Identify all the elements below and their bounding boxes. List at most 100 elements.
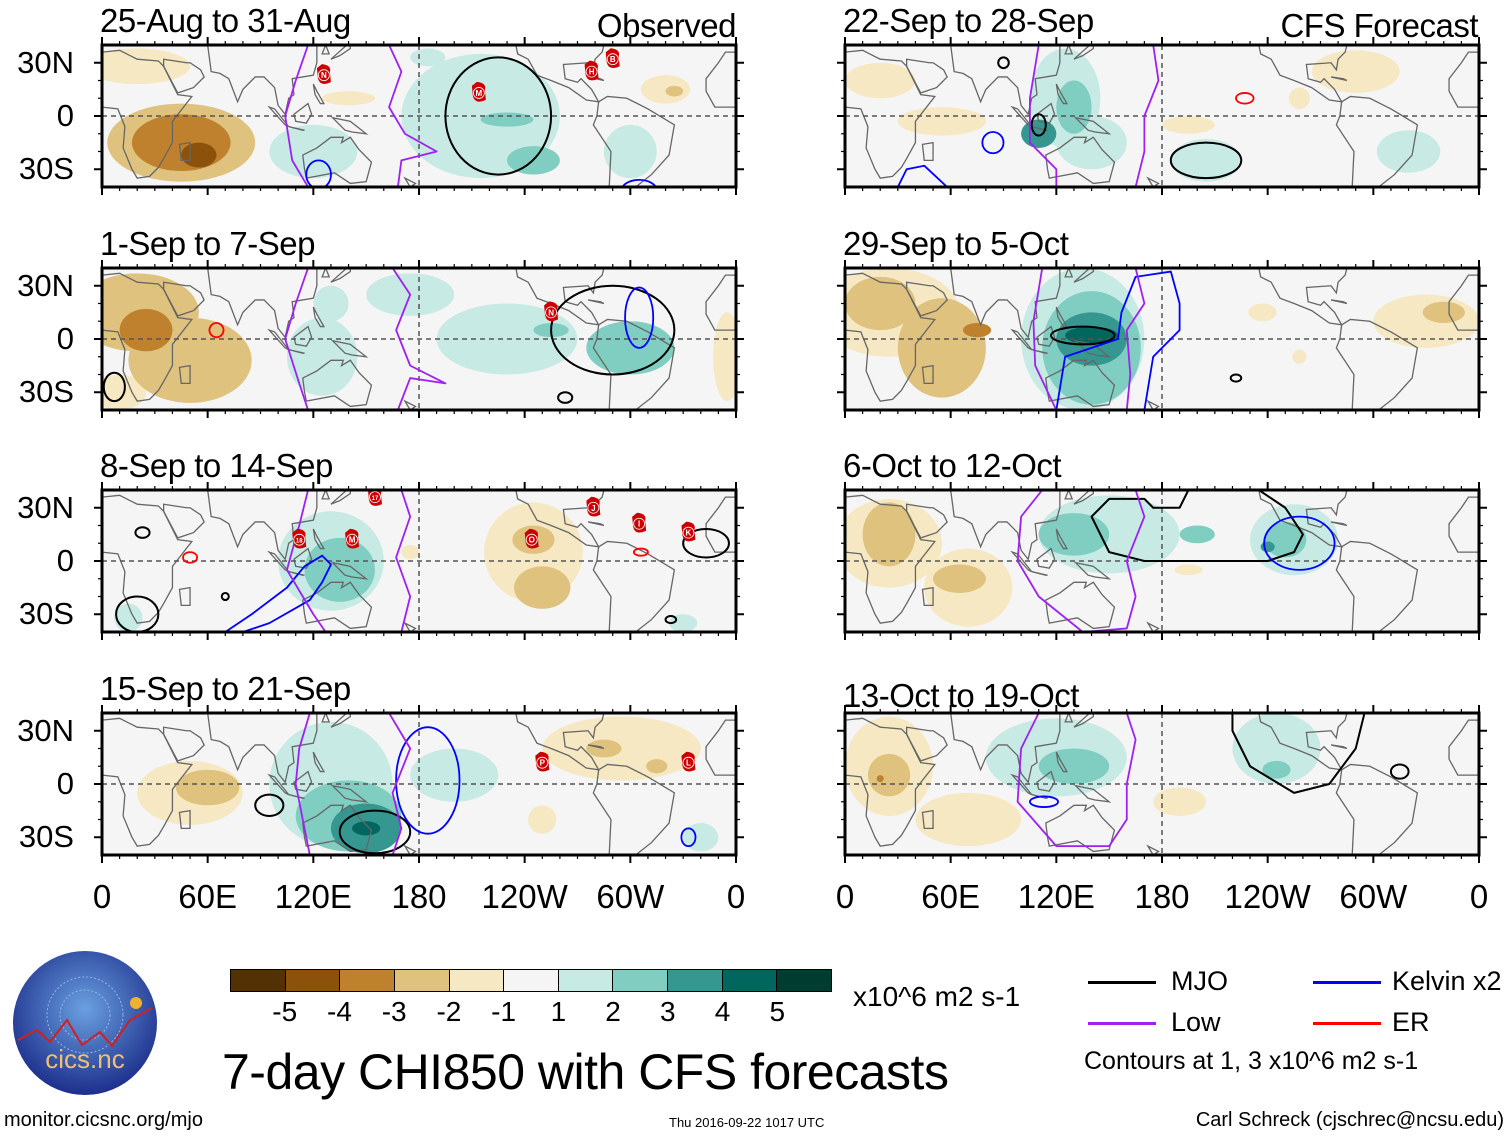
coastline — [288, 126, 305, 131]
kelvin-contour — [1029, 795, 1059, 808]
low-contour — [391, 268, 447, 410]
storm-label: M — [349, 536, 356, 545]
coastline — [1036, 325, 1056, 347]
coastline — [1064, 490, 1074, 500]
low-contour — [286, 490, 327, 632]
anomaly-region — [410, 48, 446, 67]
colorbar-tick-label: -1 — [491, 996, 517, 1027]
anomaly-region — [665, 85, 684, 97]
coastline — [312, 83, 326, 105]
anomaly-region — [313, 285, 349, 322]
panel-title: 22-Sep to 28-Sep — [843, 2, 1094, 39]
anomaly-region — [1179, 525, 1215, 544]
anomaly-region — [1153, 787, 1207, 816]
anomaly-region — [401, 545, 420, 560]
lon-label: 180 — [1134, 878, 1190, 915]
coastline — [302, 804, 373, 853]
coastline — [950, 268, 1061, 339]
coastline — [1335, 763, 1419, 855]
coastline — [705, 274, 736, 331]
anomaly-region — [1262, 760, 1291, 779]
colorbar-swatch — [285, 970, 341, 991]
lon-label: 60W — [596, 878, 665, 915]
tropical-cyclone-icon: H — [584, 60, 599, 81]
colorbar-swatch — [558, 970, 614, 991]
mjo-contour — [1090, 490, 1304, 562]
low-contour — [388, 45, 438, 187]
lon-label: 60E — [178, 878, 238, 915]
coastline — [321, 490, 331, 500]
coastline — [403, 176, 417, 187]
low-contour — [294, 713, 311, 855]
coastline — [403, 844, 417, 855]
lat-label: 30N — [17, 44, 74, 80]
anomaly-region — [1288, 87, 1310, 109]
colorbar-swatch — [722, 970, 778, 991]
figure-title: 7-day CHI850 with CFS forecasts — [222, 1044, 949, 1100]
anomaly-region — [542, 716, 701, 781]
coastline — [162, 726, 205, 762]
coastline — [845, 717, 937, 847]
lon-label: 0 — [1469, 878, 1489, 915]
anomaly-region — [352, 821, 381, 836]
coastline — [1258, 268, 1348, 326]
forecast-column-label: CFS Forecast — [1280, 7, 1478, 44]
anomaly-region — [867, 753, 911, 797]
coastline — [845, 494, 937, 624]
coastline — [1146, 844, 1160, 855]
lon-label: 60E — [921, 878, 981, 915]
er-legend-label: ER — [1392, 1007, 1430, 1037]
map-panel: N — [94, 260, 744, 418]
low-contour — [1016, 713, 1137, 848]
coastline — [178, 586, 191, 607]
storm-label: K — [686, 529, 692, 538]
mjo-contour — [557, 391, 574, 404]
contour-note: Contours at 1, 3 x10^6 m2 s-1 — [1084, 1047, 1419, 1075]
anomaly-region — [514, 566, 571, 609]
lat-label: 0 — [56, 543, 74, 578]
coastline — [515, 268, 605, 326]
mjo-contour — [254, 793, 285, 817]
kelvin-legend-line — [1313, 981, 1381, 984]
mjo-contour — [1231, 713, 1366, 794]
coastline — [592, 95, 676, 187]
coastline — [293, 102, 313, 124]
low-contour — [284, 45, 309, 187]
coastline — [1031, 349, 1048, 354]
coastline — [845, 49, 937, 179]
mjo-contour — [338, 809, 412, 855]
colorbar-tick-label: 3 — [660, 996, 676, 1027]
footer-url[interactable]: monitor.cicsnc.org/mjo — [4, 1109, 203, 1131]
mjo-contour — [1050, 325, 1116, 346]
anomaly-region — [480, 112, 534, 127]
kelvin-contour — [395, 726, 461, 835]
coastline — [905, 58, 948, 94]
colorbar-tick-label: 1 — [550, 996, 567, 1027]
panel-title: 1-Sep to 7-Sep — [100, 225, 315, 262]
storm-label: J — [591, 504, 595, 513]
lat-label: 30N — [17, 489, 74, 525]
coastline — [587, 521, 605, 527]
lon-label: 120E — [1017, 878, 1095, 915]
coastline — [1036, 102, 1056, 124]
lon-label: 120E — [274, 878, 352, 915]
mjo-contour — [682, 528, 730, 559]
colorbar-swatch — [613, 970, 669, 991]
anomaly-region — [322, 91, 375, 106]
coastline — [1146, 399, 1160, 410]
kelvin-contour — [198, 554, 332, 632]
lat-label: 30S — [18, 151, 74, 187]
coastline — [1448, 496, 1479, 553]
colorbar-tick-label: 4 — [714, 996, 731, 1027]
kelvin-contour — [1263, 515, 1336, 571]
anomaly-region — [1056, 80, 1092, 134]
coastline — [515, 713, 605, 771]
anomaly-region — [1065, 326, 1118, 345]
coastline — [1330, 299, 1348, 305]
coastline — [302, 136, 373, 185]
coastline — [288, 571, 305, 576]
anomaly-region — [1260, 541, 1275, 553]
anomaly-region — [1248, 303, 1277, 322]
anomaly-region — [962, 323, 992, 338]
coastline — [1055, 751, 1069, 773]
